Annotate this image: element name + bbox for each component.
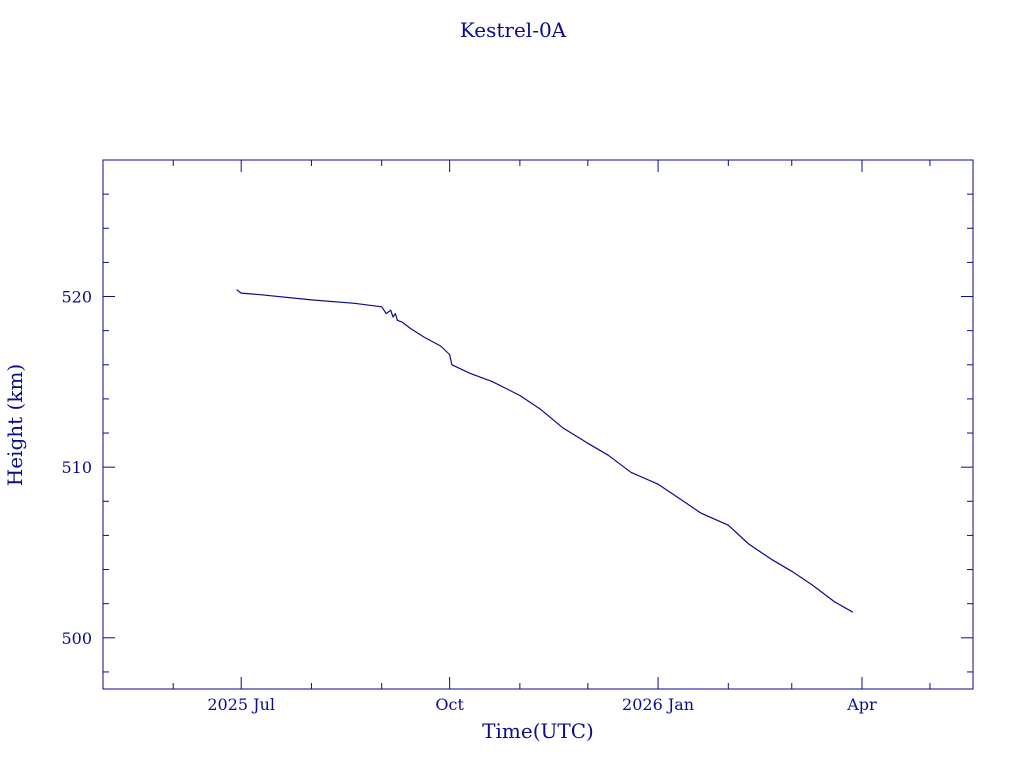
x-tick-label: Oct <box>435 695 464 714</box>
x-axis-ticks <box>172 160 931 689</box>
chart-title: Kestrel-0A <box>460 18 567 42</box>
x-axis-label: Time(UTC) <box>482 719 594 743</box>
plot-frame <box>102 159 974 690</box>
y-axis-tick-labels: 500 510 520 <box>61 288 92 648</box>
y-tick-label: 520 <box>61 288 92 307</box>
y-tick-label: 510 <box>61 458 92 477</box>
y-axis-label: Height (km) <box>3 364 27 486</box>
x-tick-label: 2026 Jan <box>622 695 694 714</box>
x-tick-label: Apr <box>846 695 877 714</box>
y-axis-ticks <box>103 159 973 673</box>
x-axis-tick-labels: 2025 Jul Oct 2026 Jan Apr <box>207 695 877 714</box>
x-tick-label: 2025 Jul <box>207 695 275 714</box>
y-tick-label: 500 <box>61 629 92 648</box>
height-series-line <box>236 289 854 613</box>
